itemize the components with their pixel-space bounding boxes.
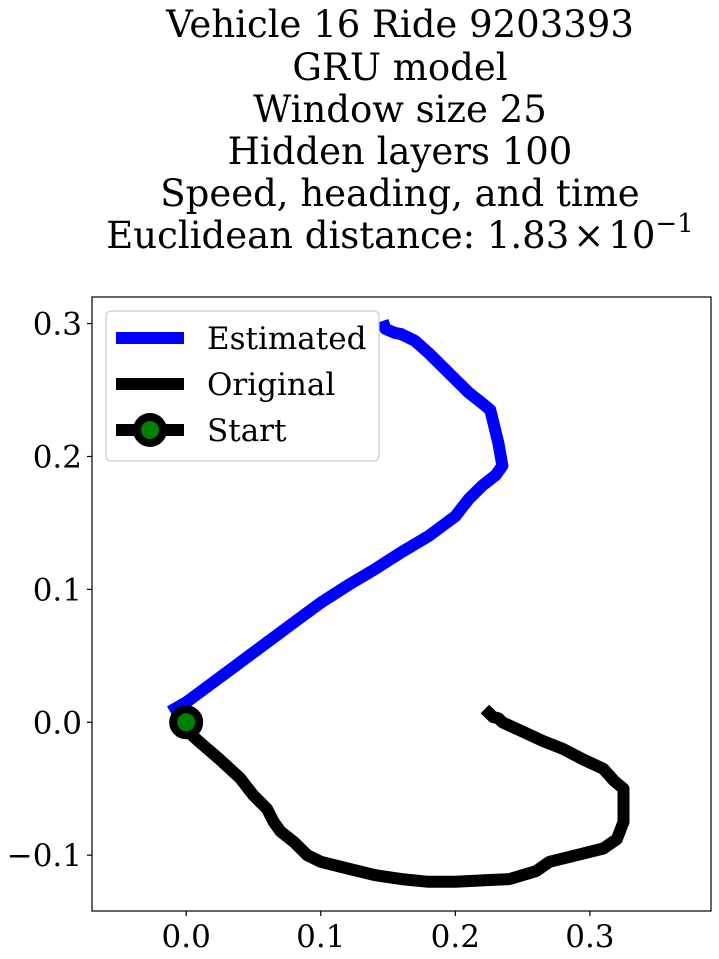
title-distance-mantissa: 1.83 bbox=[487, 214, 569, 257]
x-tick-label: 0.3 bbox=[565, 919, 614, 955]
title-line-6: Euclidean distance: 1.83 × 10−1 bbox=[106, 209, 693, 257]
title-distance-base: 10 bbox=[608, 214, 655, 257]
title-line-3: Window size 25 bbox=[253, 88, 547, 131]
y-tick-label: 0.1 bbox=[33, 572, 82, 608]
title-line-5: Speed, heading, and time bbox=[160, 172, 639, 215]
start-marker bbox=[169, 705, 204, 740]
series-line-estimated bbox=[167, 318, 509, 717]
y-tick-label: −0.1 bbox=[7, 838, 82, 874]
plot-frame bbox=[91, 296, 712, 912]
title-line-4: Hidden layers 100 bbox=[228, 130, 573, 173]
title-distance-prefix: Euclidean distance: bbox=[106, 214, 487, 257]
y-tick-label: 0.3 bbox=[33, 307, 82, 343]
axes: 0.0 0.1 0.2 0.3 −0.1 0.0 0.1 0.2 0.3 bbox=[7, 307, 615, 955]
chart-title: Vehicle 16 Ride 9203393 GRU model Window… bbox=[106, 3, 693, 257]
y-tick-label: 0.2 bbox=[33, 439, 82, 475]
plot-area bbox=[167, 318, 630, 888]
x-tick-label: 0.1 bbox=[296, 919, 345, 955]
legend-label-estimated: Estimated bbox=[207, 321, 366, 357]
title-distance-times: × bbox=[573, 214, 604, 257]
legend: Estimated Original Start bbox=[105, 310, 380, 462]
legend-label-original: Original bbox=[207, 367, 335, 403]
title-line-2: GRU model bbox=[292, 46, 507, 89]
series-line-original bbox=[176, 704, 630, 888]
y-tick-label: 0.0 bbox=[33, 705, 82, 741]
legend-box bbox=[105, 310, 380, 462]
x-tick-label: 0.0 bbox=[162, 919, 211, 955]
legend-label-start: Start bbox=[207, 413, 287, 449]
title-distance-exponent: −1 bbox=[655, 209, 693, 239]
legend-start-marker bbox=[133, 413, 167, 447]
title-line-1: Vehicle 16 Ride 9203393 bbox=[165, 3, 634, 46]
x-tick-label: 0.2 bbox=[431, 919, 480, 955]
